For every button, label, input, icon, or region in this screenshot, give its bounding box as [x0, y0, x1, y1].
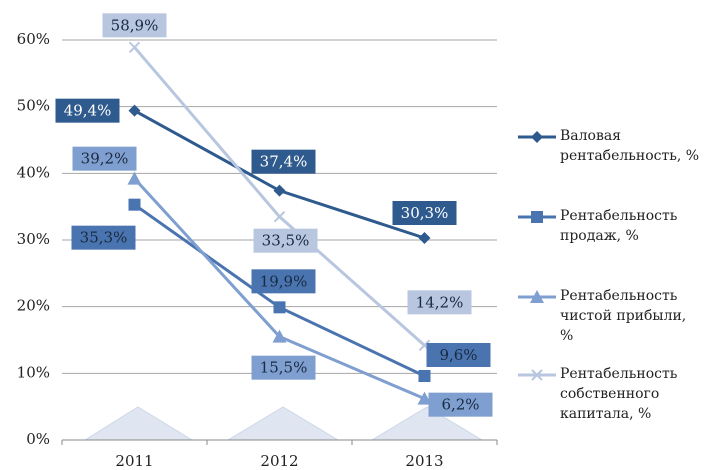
- data-label-box: [253, 228, 318, 253]
- data-label: 6,2%: [441, 396, 479, 414]
- y-tick-label: 60%: [17, 30, 50, 48]
- series: [128, 104, 431, 244]
- data-label-box: [102, 13, 167, 38]
- data-label: 9,6%: [439, 346, 477, 364]
- series: [127, 171, 432, 405]
- data-label-box: [407, 290, 472, 315]
- x-tick-label: 2013: [405, 452, 443, 470]
- marker: [531, 211, 543, 223]
- legend-label-box: Рентабельность продаж, %: [560, 208, 678, 244]
- data-label: 58,9%: [111, 16, 159, 34]
- x-tick-label: 2012: [260, 452, 298, 470]
- marker: [531, 131, 543, 143]
- legend-label-box: Валовая рентабельность, %: [560, 128, 700, 164]
- y-tick-label: 10%: [17, 363, 50, 381]
- data-label-box: [72, 146, 137, 171]
- y-tick-label: 50%: [17, 97, 50, 115]
- legend-label: Рентабельность чистой прибыли, %: [560, 288, 687, 344]
- legend-entry: Рентабельность чистой прибыли, %: [518, 288, 687, 344]
- marker: [128, 41, 141, 54]
- data-label: 49,4%: [64, 102, 112, 120]
- data-label-box: [251, 269, 316, 294]
- data-label: 37,4%: [260, 153, 308, 171]
- legend-entry: Рентабельность собственного капитала, %: [518, 366, 678, 422]
- data-label-box: [71, 225, 136, 250]
- data-label: 30,3%: [401, 204, 449, 222]
- marker: [417, 391, 432, 405]
- legend-entry: Валовая рентабельность, %: [518, 128, 700, 164]
- y-tick-label: 30%: [17, 230, 50, 248]
- marker: [273, 301, 286, 314]
- decoration: [83, 406, 484, 441]
- decor-triangle: [83, 406, 194, 441]
- legend-label: Рентабельность продаж, %: [560, 208, 678, 244]
- legend-label: Рентабельность собственного капитала, %: [560, 366, 678, 422]
- series: [128, 41, 431, 352]
- data-label-box: [428, 392, 493, 417]
- legend-label: Валовая рентабельность, %: [560, 128, 700, 164]
- data-label: 35,3%: [80, 229, 128, 247]
- marker: [128, 198, 141, 211]
- decor-triangle: [226, 406, 340, 441]
- data-label-box: [251, 149, 316, 174]
- marker: [127, 171, 142, 185]
- series-line: [133, 109, 425, 240]
- data-label: 33,5%: [262, 232, 310, 250]
- legend-label-box: Рентабельность собственного капитала, %: [560, 366, 678, 422]
- marker: [418, 370, 431, 382]
- data-label: 39,2%: [81, 150, 129, 168]
- y-tick-label: 20%: [17, 297, 50, 315]
- y-tick-label: 40%: [17, 163, 50, 181]
- data-label-box: [251, 355, 316, 380]
- marker: [128, 104, 141, 117]
- legend-entry: Рентабельность продаж, %: [518, 208, 678, 244]
- data-label: 14,2%: [416, 293, 464, 311]
- marker: [272, 329, 287, 343]
- data-label: 15,5%: [260, 359, 308, 377]
- data-label: 19,9%: [260, 272, 308, 290]
- data-label-box: [392, 201, 457, 225]
- marker: [418, 232, 431, 244]
- data-label-box: [55, 98, 120, 123]
- data-label-box: [426, 343, 491, 367]
- marker: [273, 184, 286, 197]
- marker: [530, 290, 544, 303]
- y-tick-label: 0%: [26, 430, 50, 448]
- series: [128, 198, 431, 382]
- legend-label-box: Рентабельность чистой прибыли, %: [560, 288, 687, 344]
- marker: [273, 210, 286, 223]
- x-tick-label: 2011: [115, 452, 153, 470]
- marker: [531, 369, 543, 381]
